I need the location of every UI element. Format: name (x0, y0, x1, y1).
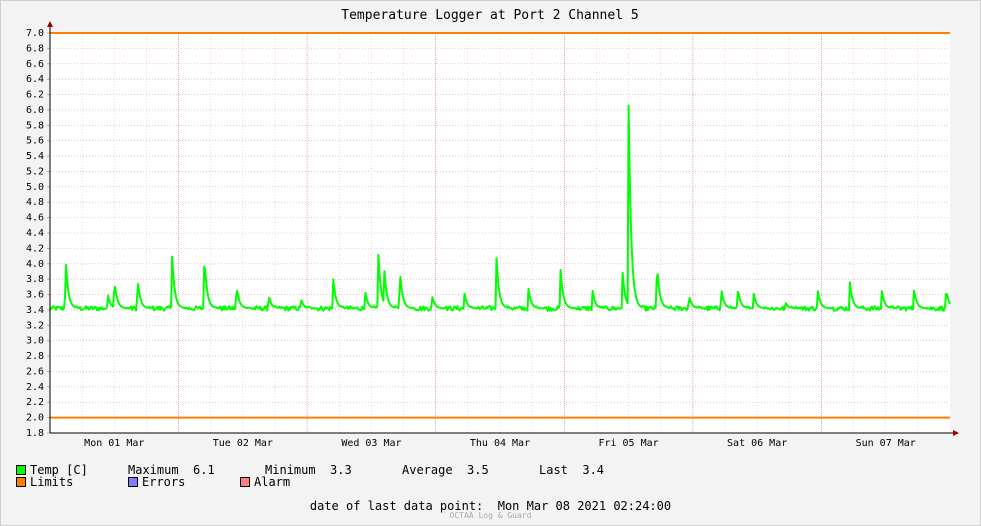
y-tick-label: 5.0 (26, 182, 44, 193)
alarm-swatch (240, 477, 250, 487)
x-axis-arrow (953, 430, 959, 436)
legend-temp-label: Temp [C] (30, 463, 88, 477)
y-tick-label: 4.6 (26, 213, 44, 224)
y-tick-label: 4.4 (26, 228, 44, 239)
watermark: OCTAA Log & Guard (449, 511, 532, 520)
y-tick-label: 5.4 (26, 151, 44, 162)
y-tick-label: 5.2 (26, 166, 44, 177)
maximum-value: 6.1 (193, 463, 215, 477)
last-point-value: Mon Mar 08 2021 02:24:00 (497, 499, 672, 513)
y-tick-label: 4.8 (26, 197, 44, 208)
legend-minimum: Minimum 3.3 (265, 463, 352, 477)
y-tick-label: 5.6 (26, 136, 44, 147)
minimum-value: 3.3 (330, 463, 352, 477)
y-tick-label: 2.8 (26, 351, 44, 362)
y-tick-label: 3.4 (26, 305, 44, 316)
minimum-label: Minimum (265, 463, 316, 477)
y-tick-label: 6.2 (26, 90, 44, 101)
temp-swatch (16, 465, 26, 475)
x-tick-label: Thu 04 Mar (470, 438, 530, 449)
y-tick-label: 1.8 (26, 428, 44, 439)
x-tick-label: Sun 07 Mar (856, 438, 916, 449)
y-tick-label: 6.8 (26, 43, 44, 54)
last-value: 3.4 (582, 463, 605, 477)
y-tick-label: 6.0 (26, 105, 44, 116)
y-tick-label: 4.0 (26, 259, 44, 270)
y-tick-label: 3.2 (26, 320, 44, 331)
legend-row-temp: Temp [C] (16, 463, 88, 477)
y-tick-label: 3.8 (26, 274, 44, 285)
legend-limits-label: Limits (30, 475, 74, 489)
y-tick-label: 7.0 (26, 28, 44, 39)
chart-title: Temperature Logger at Port 2 Channel 5 (341, 8, 638, 23)
y-tick-label: 5.8 (26, 120, 44, 131)
last-label: Last (539, 463, 568, 477)
legend-errors-label: Errors (142, 475, 186, 489)
y-tick-label: 2.6 (26, 366, 44, 377)
x-tick-label: Wed 03 Mar (341, 438, 401, 449)
average-label: Average (402, 463, 453, 477)
legend-last: Last 3.4 (539, 463, 604, 477)
y-tick-label: 2.4 (26, 382, 44, 393)
legend-row-limits: Limits (16, 475, 73, 489)
y-tick-label: 4.2 (26, 243, 44, 254)
x-tick-label: Sat 06 Mar (727, 438, 787, 449)
average-value: 3.5 (467, 463, 489, 477)
legend-maximum: Maximum 6.1 (128, 463, 215, 477)
errors-swatch (128, 477, 138, 487)
y-tick-label: 3.6 (26, 290, 44, 301)
last-data-point: date of last data point: Mon Mar 08 2021… (0, 499, 981, 513)
limits-swatch (16, 477, 26, 487)
legend-alarm-label: Alarm (254, 475, 291, 489)
legend-average: Average 3.5 (402, 463, 489, 477)
y-tick-label: 2.2 (26, 397, 44, 408)
x-tick-label: Mon 01 Mar (84, 438, 144, 449)
legend-row-errors: Errors (128, 475, 185, 489)
maximum-label: Maximum (128, 463, 179, 477)
y-tick-label: 3.0 (26, 336, 44, 347)
y-tick-label: 6.4 (26, 74, 44, 85)
y-tick-label: 2.0 (26, 413, 44, 424)
x-tick-label: Fri 05 Mar (598, 438, 658, 449)
legend-row-alarm: Alarm (240, 475, 290, 489)
last-point-label: date of last data point: (309, 499, 484, 513)
y-tick-label: 6.6 (26, 59, 44, 70)
x-tick-label: Tue 02 Mar (213, 438, 273, 449)
temp-series-line (49, 104, 951, 312)
y-axis-arrow (47, 21, 53, 27)
